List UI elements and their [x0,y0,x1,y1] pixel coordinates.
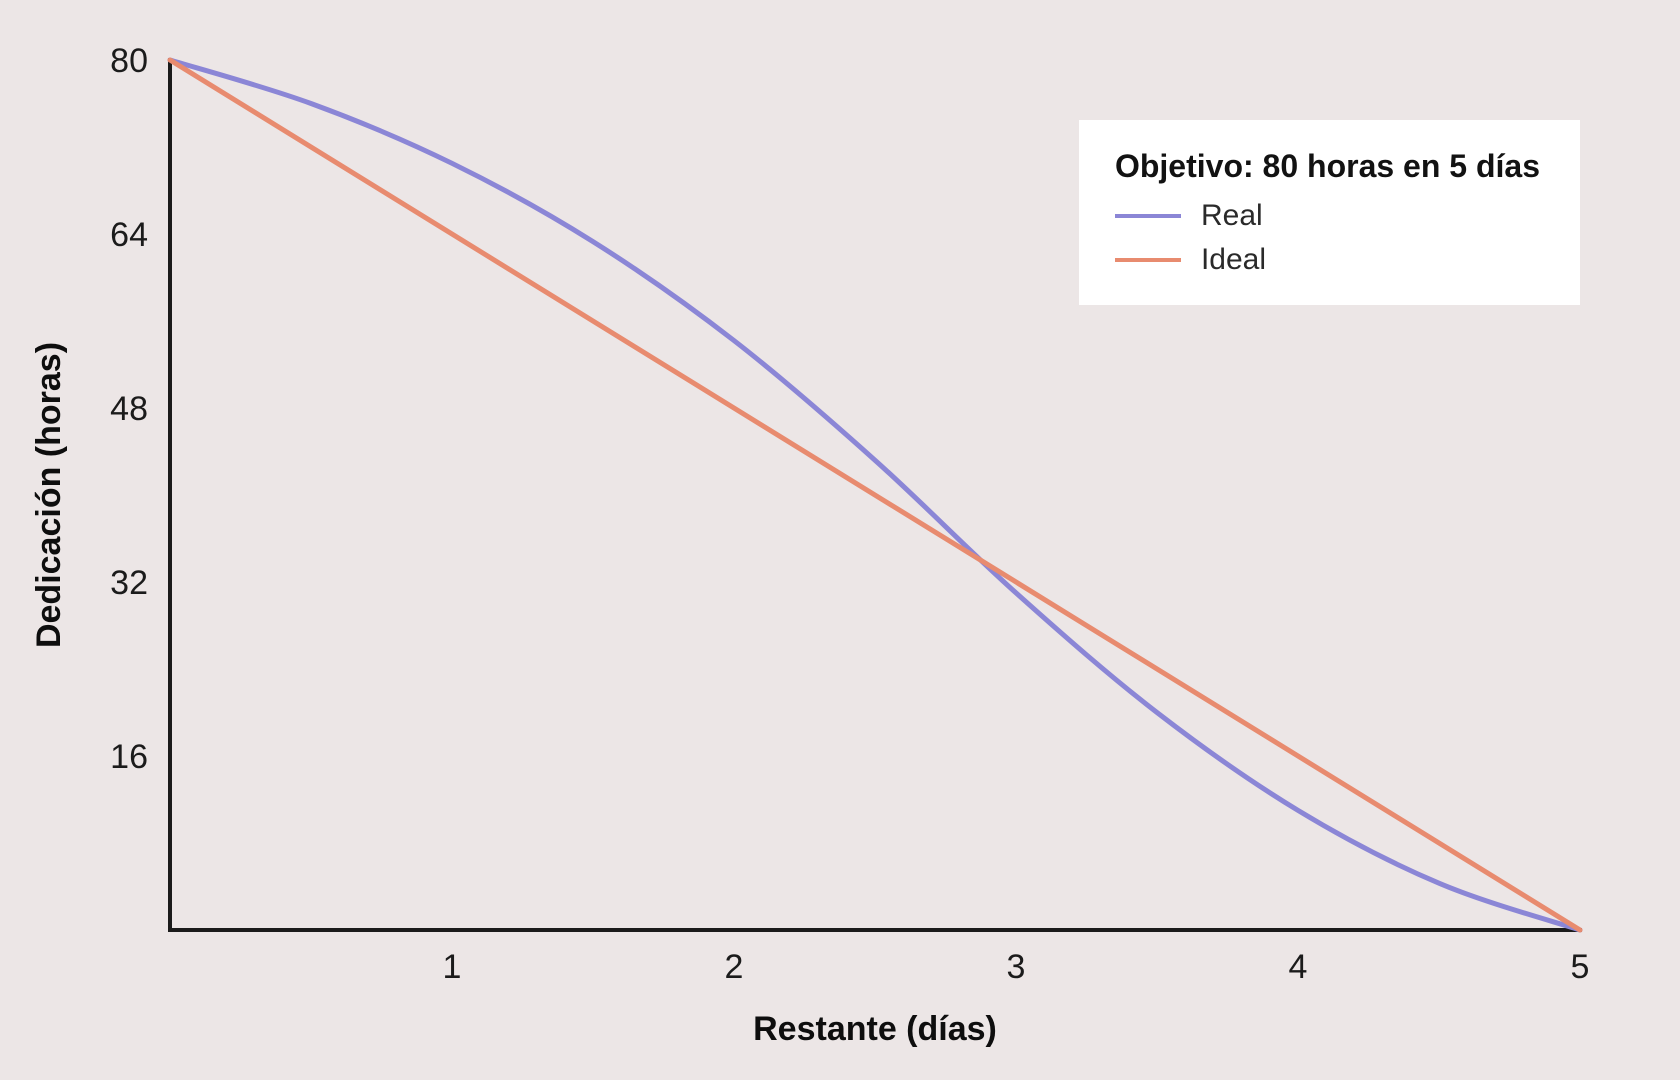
legend-item-real: Real [1115,199,1540,233]
y-tick-label: 48 [110,390,148,428]
x-tick-label: 3 [1007,948,1026,986]
x-tick-label: 1 [443,948,462,986]
chart-legend: Objetivo: 80 horas en 5 días Real Ideal [1079,120,1580,305]
y-tick-label: 16 [110,738,148,776]
x-axis-label: Restante (días) [753,1010,997,1048]
y-tick-label: 80 [110,42,148,80]
legend-item-ideal: Ideal [1115,243,1540,277]
y-tick-label: 64 [110,216,148,254]
x-tick-label: 5 [1571,948,1590,986]
x-tick-label: 2 [725,948,744,986]
legend-swatch-real [1115,214,1181,218]
x-tick-label: 4 [1289,948,1308,986]
burndown-chart: 16 32 48 64 80 1 2 3 4 5 Dedicación (horas) Restant… [0,0,1680,1080]
legend-title: Objetivo: 80 horas en 5 días [1115,148,1540,185]
legend-label-real: Real [1201,199,1263,233]
legend-label-ideal: Ideal [1201,243,1266,277]
legend-swatch-ideal [1115,258,1181,262]
y-axis-label: Dedicación (horas) [30,342,68,648]
y-tick-label: 32 [110,564,148,602]
